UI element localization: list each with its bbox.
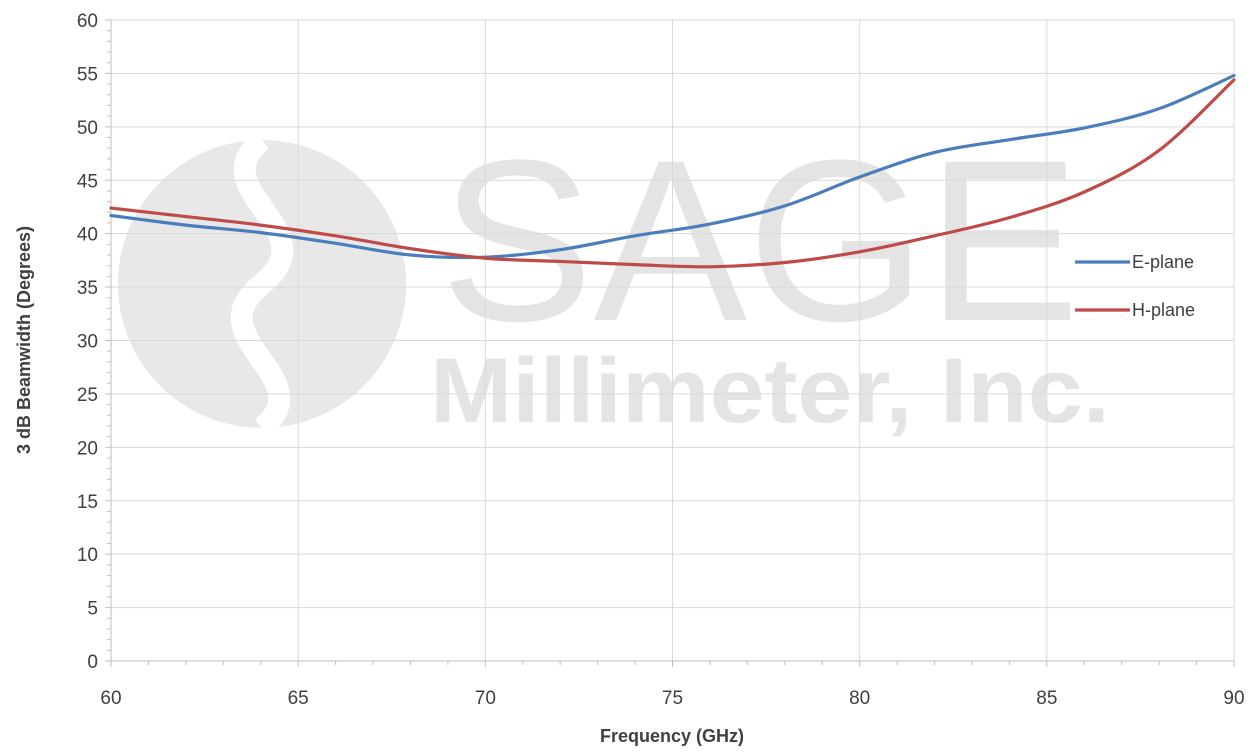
y-tick-label-2: 10 bbox=[77, 545, 98, 566]
series-line-e-plane bbox=[109, 73, 1236, 260]
y-tick-label-10: 50 bbox=[77, 118, 98, 139]
watermark: SAGE Millimeter, Inc. bbox=[118, 112, 1110, 442]
y-axis-title: 3 dB Beamwidth (Degrees) bbox=[14, 226, 34, 454]
y-tick-label-4: 20 bbox=[77, 438, 98, 459]
y-tick-label-5: 25 bbox=[77, 385, 98, 406]
axes bbox=[105, 19, 1235, 667]
legend-label-h-plane: H-plane bbox=[1132, 300, 1195, 320]
x-tick-label-0: 60 bbox=[100, 688, 121, 709]
x-tick-label-2: 70 bbox=[475, 688, 496, 709]
watermark-line2: Millimeter, Inc. bbox=[430, 340, 1110, 442]
x-tick-label-1: 65 bbox=[288, 688, 309, 709]
y-tick-label-8: 40 bbox=[77, 225, 98, 246]
y-tick-label-7: 35 bbox=[77, 278, 98, 299]
y-tick-label-9: 45 bbox=[77, 171, 98, 192]
watermark-logo bbox=[118, 131, 406, 437]
x-tick-label-4: 80 bbox=[849, 688, 870, 709]
y-tick-label-11: 55 bbox=[77, 64, 98, 85]
watermark-line1: SAGE bbox=[440, 112, 1080, 369]
y-tick-label-3: 15 bbox=[77, 492, 98, 513]
legend: E-plane H-plane bbox=[1075, 252, 1195, 320]
x-tick-label-5: 85 bbox=[1036, 688, 1057, 709]
x-tick-label-3: 75 bbox=[662, 688, 683, 709]
y-tick-label-6: 30 bbox=[77, 332, 98, 353]
y-tick-label-1: 5 bbox=[87, 599, 98, 620]
series-lines bbox=[109, 73, 1236, 269]
x-tick-label-6: 90 bbox=[1223, 688, 1244, 709]
legend-label-e-plane: E-plane bbox=[1132, 252, 1194, 272]
x-axis-title: Frequency (GHz) bbox=[600, 726, 744, 746]
gridlines bbox=[111, 19, 1235, 661]
y-tick-label-0: 0 bbox=[87, 652, 98, 673]
tick-labels: 0 5 10 15 20 25 30 35 40 45 50 55 60 60 65 70 75 80 85 90 bbox=[77, 11, 1245, 709]
y-tick-label-12: 60 bbox=[77, 11, 98, 32]
series-line-h-plane bbox=[109, 78, 1236, 269]
